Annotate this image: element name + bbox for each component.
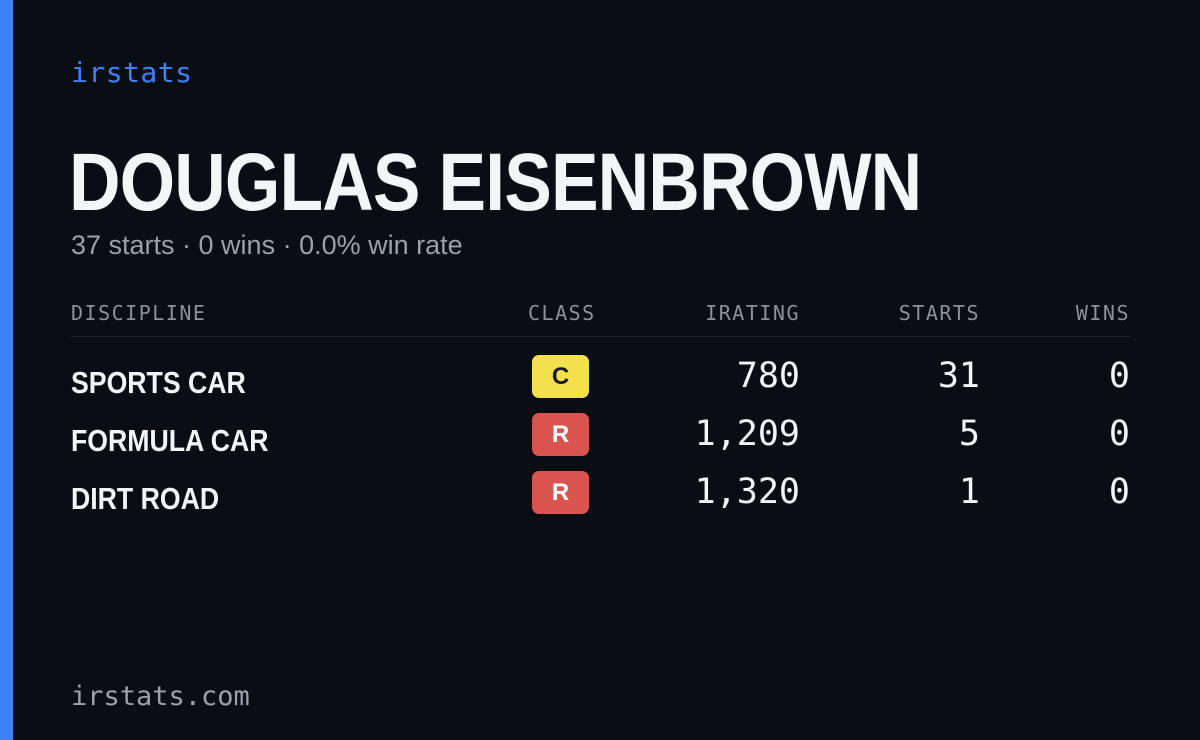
header-irating: IRATING [705, 301, 800, 325]
table-body: SPORTS CAR C 780 31 0 FORMULA CAR R 1,20… [71, 353, 1131, 527]
wins-value: 0 [1108, 472, 1130, 512]
license-table: DISCIPLINE CLASS IRATING STARTS WINS SPO… [71, 296, 1131, 527]
header-class: CLASS [528, 301, 596, 325]
starts-value: 31 [937, 356, 980, 396]
accent-bar [0, 0, 13, 740]
table-row: SPORTS CAR C 780 31 0 [71, 353, 1131, 411]
wins-value: 0 [1108, 356, 1130, 396]
table-row: FORMULA CAR R 1,209 5 0 [71, 411, 1131, 469]
brand-logo-text: irstats [71, 56, 193, 89]
license-class-badge: C [532, 355, 589, 398]
footer-url: irstats.com [71, 681, 250, 712]
irating-value: 780 [736, 356, 800, 396]
license-class-badge: R [532, 413, 589, 456]
header-discipline: DISCIPLINE [71, 301, 207, 325]
irating-value: 1,320 [694, 472, 800, 512]
discipline-name: FORMULA CAR [71, 423, 269, 458]
starts-value: 1 [958, 472, 980, 512]
driver-summary: 37 starts · 0 wins · 0.0% win rate [71, 230, 463, 260]
table-row: DIRT ROAD R 1,320 1 0 [71, 469, 1131, 527]
discipline-name: SPORTS CAR [71, 365, 246, 400]
wins-value: 0 [1108, 414, 1130, 454]
driver-name: DOUGLAS EISENBROWN [69, 137, 922, 228]
header-starts: STARTS [898, 301, 980, 325]
license-class-badge: R [532, 471, 589, 514]
discipline-name: DIRT ROAD [71, 481, 220, 516]
irating-value: 1,209 [694, 414, 800, 454]
starts-value: 5 [958, 414, 980, 454]
header-wins: WINS [1075, 301, 1130, 325]
table-header: DISCIPLINE CLASS IRATING STARTS WINS [71, 296, 1131, 337]
